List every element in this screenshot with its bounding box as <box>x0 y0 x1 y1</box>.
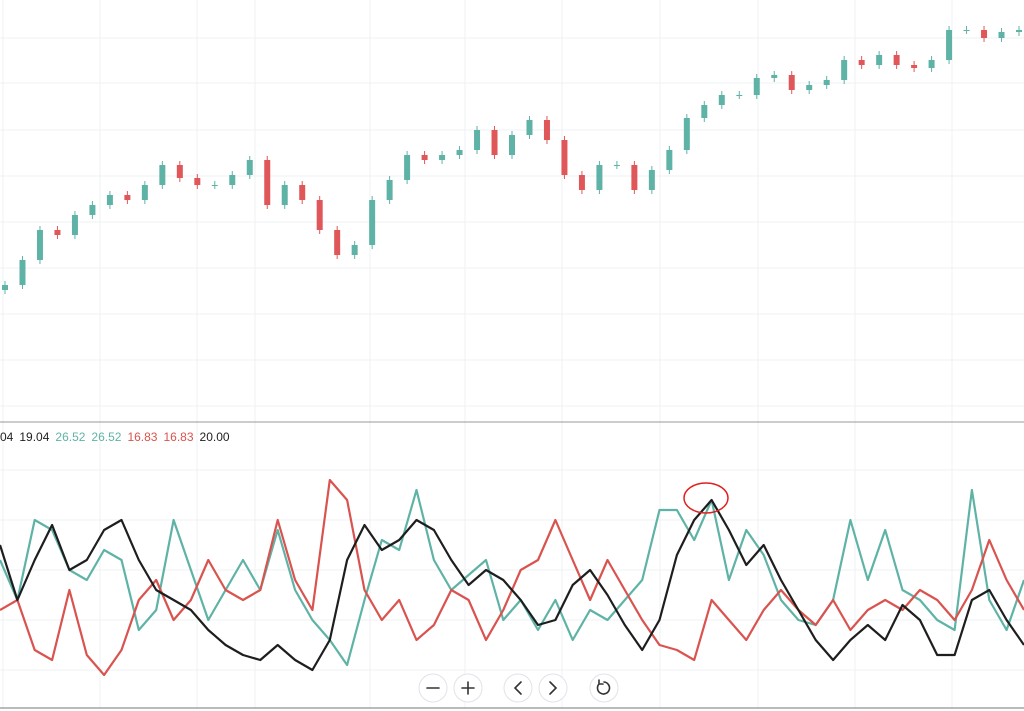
candle-body <box>578 175 585 190</box>
candle-body <box>753 78 760 95</box>
candle-body <box>124 195 131 200</box>
indicator-line <box>0 478 1024 677</box>
candle-body <box>194 178 201 185</box>
candle-body <box>316 200 323 230</box>
candle-body <box>736 95 743 96</box>
candle-body <box>474 130 481 150</box>
candle-body <box>421 155 428 160</box>
candle-body <box>666 150 673 170</box>
candle-body <box>701 105 708 118</box>
candle-body <box>893 55 900 65</box>
indicator-legend: 04 19.04 26.52 26.52 16.83 16.83 20.00 <box>0 430 230 444</box>
candle-body <box>561 140 568 175</box>
candle-body <box>386 180 393 200</box>
reset-button[interactable] <box>589 673 619 703</box>
legend-value: 16.83 <box>127 430 157 444</box>
indicator-line <box>0 488 1024 667</box>
candle-body <box>491 130 498 155</box>
candle-body <box>2 285 8 290</box>
candle-body <box>246 160 253 175</box>
candle-body <box>648 170 655 190</box>
candle-body <box>613 165 620 166</box>
zoom-in-button[interactable] <box>453 673 483 703</box>
candle-body <box>456 150 463 155</box>
candle-body <box>718 95 725 105</box>
candle-body <box>229 175 236 185</box>
candle-body <box>543 120 550 140</box>
legend-value: 04 <box>0 430 14 444</box>
candle-body <box>1016 30 1022 32</box>
candle-body <box>404 155 411 180</box>
candle-body <box>36 230 43 260</box>
candle-body <box>823 80 830 85</box>
candle-body <box>946 30 953 60</box>
candle-body <box>998 32 1005 38</box>
candle-body <box>351 245 358 255</box>
marks <box>0 26 1024 677</box>
zoom-out-button[interactable] <box>418 673 448 703</box>
candle-body <box>211 185 218 186</box>
scroll-left-button[interactable] <box>503 673 533 703</box>
candle-body <box>106 195 113 205</box>
candle-body <box>439 155 446 160</box>
legend-value: 16.83 <box>163 430 193 444</box>
candle-body <box>141 185 148 200</box>
indicator-line <box>0 498 1024 672</box>
candle-body <box>509 135 515 155</box>
candle-body <box>911 65 918 68</box>
candle-body <box>596 165 603 190</box>
candle-body <box>788 75 795 90</box>
candle-body <box>876 55 883 65</box>
candle-body <box>334 230 341 255</box>
candle-body <box>771 75 778 78</box>
candle-body <box>19 260 26 285</box>
annotation-circle <box>683 482 729 514</box>
legend-value: 19.04 <box>19 430 49 444</box>
candle-body <box>963 30 970 31</box>
candle-body <box>981 30 988 38</box>
candle-body <box>264 160 271 205</box>
scroll-right-button[interactable] <box>538 673 568 703</box>
candle-body <box>631 165 638 190</box>
legend-value: 26.52 <box>55 430 85 444</box>
candle-body <box>54 230 61 235</box>
zoom-controls <box>418 673 619 703</box>
candle-body <box>159 165 166 185</box>
candle-body <box>858 60 865 65</box>
candle-body <box>841 60 848 80</box>
candle-body <box>89 205 96 215</box>
candle-body <box>281 185 288 205</box>
legend-value: 26.52 <box>91 430 121 444</box>
candle-body <box>806 85 813 90</box>
legend-value: 20.00 <box>200 430 230 444</box>
candle-body <box>928 60 935 68</box>
candle-body <box>369 200 376 245</box>
candle-body <box>299 185 306 200</box>
candle-body <box>176 165 183 178</box>
candle-body <box>683 118 690 150</box>
candle-body <box>71 215 78 235</box>
candle-body <box>526 120 533 135</box>
